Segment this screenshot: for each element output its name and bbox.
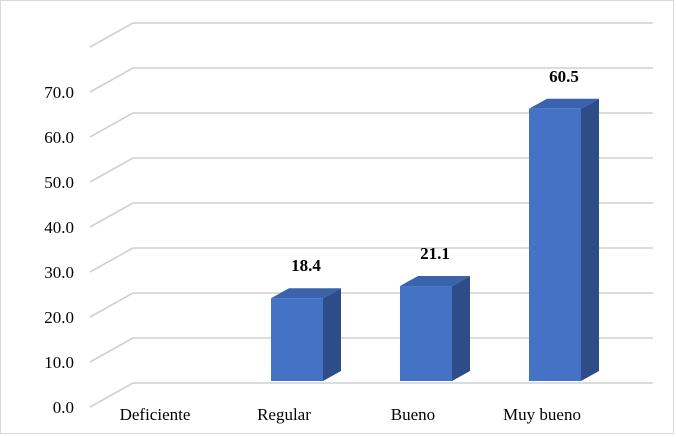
gridline — [89, 112, 653, 138]
category-label: Muy bueno — [503, 405, 581, 424]
gridline — [89, 247, 653, 273]
bar-side — [323, 288, 341, 381]
gridline — [89, 292, 653, 318]
bar-front — [271, 298, 323, 381]
gridline — [89, 382, 653, 408]
y-tick-label: 0.0 — [53, 398, 74, 417]
bar-side — [452, 276, 470, 381]
data-label: 60.5 — [549, 67, 579, 86]
y-tick-label: 10.0 — [44, 353, 74, 372]
y-tick-label: 40.0 — [44, 218, 74, 237]
bar-bueno — [400, 276, 470, 381]
data-label: 21.1 — [420, 244, 450, 263]
x-axis-categories: Deficiente Regular Bueno Muy bueno — [120, 405, 581, 424]
category-label: Bueno — [391, 405, 435, 424]
y-tick-label: 60.0 — [44, 128, 74, 147]
bars — [271, 98, 599, 381]
gridline — [89, 202, 653, 228]
gridline — [89, 22, 653, 48]
gridline — [89, 67, 653, 93]
y-tick-label: 20.0 — [44, 308, 74, 327]
data-label: 18.4 — [291, 256, 321, 275]
gridlines — [89, 22, 653, 408]
category-label: Regular — [257, 405, 311, 424]
bar-side — [581, 98, 599, 381]
bar-top — [271, 288, 341, 299]
y-tick-label: 70.0 — [44, 83, 74, 102]
bar-top — [529, 98, 599, 109]
bar-front — [529, 108, 581, 381]
y-tick-label: 30.0 — [44, 263, 74, 282]
gridline — [89, 157, 653, 183]
bar-muy-bueno — [529, 98, 599, 381]
data-labels: 18.4 21.1 60.5 — [291, 67, 579, 275]
y-axis-ticks: 0.0 10.0 20.0 30.0 40.0 50.0 60.0 70.0 — [44, 83, 74, 417]
category-label: Deficiente — [120, 405, 191, 424]
bar-front — [400, 286, 452, 381]
y-tick-label: 50.0 — [44, 173, 74, 192]
bar-top — [400, 276, 470, 287]
bar-regular — [271, 288, 341, 381]
gridline — [89, 337, 653, 363]
